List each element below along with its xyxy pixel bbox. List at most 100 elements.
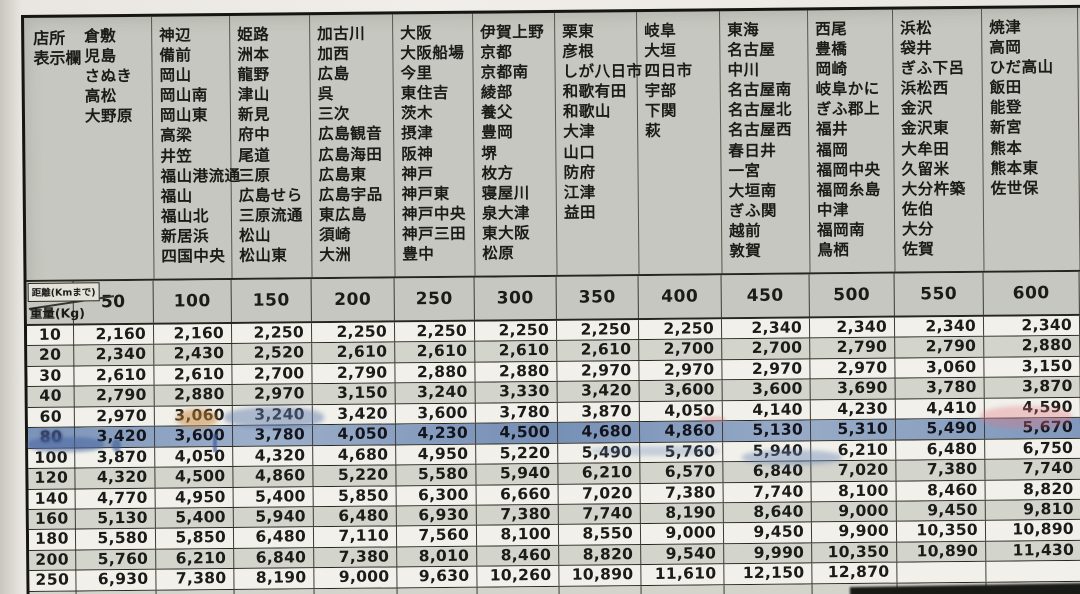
price-cell: 3,060 <box>154 405 233 426</box>
destination-name: 岡崎 <box>815 60 848 79</box>
price-cell: 6,210 <box>156 548 235 569</box>
destination-name: 江津 <box>563 183 596 202</box>
destination-name: 東大阪 <box>482 224 531 243</box>
price-cell: 4,320 <box>233 445 314 467</box>
price-cell: 7,380 <box>640 482 724 504</box>
destination-name: 浜松 <box>900 19 933 38</box>
price-cell: 9,900 <box>811 521 898 543</box>
header-cell: 岐阜 大垣 四日市 宇部 下関萩 <box>637 11 723 275</box>
destination-name: 枚方 <box>481 163 514 183</box>
empty-cell <box>76 590 157 594</box>
price-cell: 5,940 <box>476 463 559 485</box>
weight-cell: 40 <box>27 386 75 407</box>
price-cell: 6,210 <box>811 440 897 461</box>
destination-name: 洲本 <box>237 45 270 65</box>
weight-cell: 200 <box>29 550 77 571</box>
price-cell: 2,610 <box>154 364 233 386</box>
price-cell: 4,680 <box>313 445 397 466</box>
destination-name: 大阪 <box>400 24 433 43</box>
price-cell: 3,600 <box>639 380 723 401</box>
price-cell: 9,540 <box>641 544 725 565</box>
destination-name: 広島 <box>317 65 350 84</box>
destination-name: 栗東 <box>562 22 595 41</box>
destination-name: 四国中央 <box>161 247 226 266</box>
destination-name: 熊本東 <box>990 158 1039 178</box>
price-cell: 3,600 <box>722 379 811 401</box>
price-cell: 3,420 <box>312 404 396 425</box>
price-cell: 5,130 <box>722 420 812 441</box>
destination-name: 飯田 <box>989 78 1022 97</box>
destination-name: 焼津 <box>989 18 1022 37</box>
price-cell: 8,460 <box>477 545 560 566</box>
price-cell: 3,150 <box>312 383 396 404</box>
price-cell: 3,420 <box>74 426 156 448</box>
empty-cell <box>812 583 898 594</box>
distance-cell: 250 <box>394 277 475 321</box>
weight-cell: 250 <box>29 570 77 591</box>
destination-name: 浜松西 <box>900 79 949 98</box>
destination-name: 姫路 <box>237 25 270 44</box>
destination-name: 三原 <box>238 166 271 185</box>
price-cell: 3,600 <box>395 403 476 424</box>
price-cell: 2,970 <box>810 358 896 379</box>
destination-name: 神辺 <box>159 26 192 45</box>
header-cell: 栗東 彦根 しが八日市 和歌有田 和歌山 大津 山口 防府 江津 益田 <box>555 12 643 275</box>
price-cell: 4,230 <box>395 423 477 445</box>
price-cell: 4,950 <box>155 487 234 508</box>
distance-cell: 600 <box>983 271 1080 315</box>
destination-name: 豊岡 <box>481 123 514 143</box>
price-cell: 10,890 <box>897 541 987 562</box>
price-cell: 6,840 <box>234 548 315 569</box>
price-cell: 2,340 <box>74 345 155 366</box>
destination-name: 金沢 <box>900 99 934 118</box>
price-cell: 3,870 <box>75 447 156 468</box>
price-cell: 8,640 <box>723 502 812 523</box>
price-cell: 8,010 <box>397 546 478 567</box>
destination-name: 東広島 <box>318 205 368 224</box>
price-cell: 2,880 <box>395 362 476 383</box>
destination-name: 広島観音 <box>318 125 383 144</box>
destination-name: 京都 <box>480 43 513 62</box>
price-cell: 3,240 <box>395 382 476 404</box>
price-cell <box>897 562 987 583</box>
destination-name: 松山 <box>239 226 272 245</box>
price-cell: 9,450 <box>896 500 986 521</box>
price-cell: 10,350 <box>812 542 898 563</box>
price-cell: 5,220 <box>313 465 397 486</box>
price-cell: 9,450 <box>723 522 813 544</box>
price-cell: 2,790 <box>312 363 396 384</box>
price-cell: 8,550 <box>558 524 642 545</box>
rate-table-sheet: 店所 表示欄 倉敷 児島 さぬき 高松 大野原 神辺 備前 岡山 岡山南 岡山東 高梁 井笠 福山港流通 福山… <box>21 4 1080 594</box>
destination-name: 大津 <box>563 122 596 142</box>
destination-name: 能登 <box>989 98 1023 118</box>
price-cell: 2,610 <box>557 340 640 361</box>
price-cell: 10,350 <box>896 521 987 542</box>
destination-name: 越前 <box>729 221 762 241</box>
price-cell: 4,410 <box>895 398 985 419</box>
weight-cell: 80 <box>27 427 76 448</box>
destination-name: 新見 <box>237 105 271 125</box>
price-cell: 6,570 <box>640 462 724 483</box>
destination-name: 加西 <box>317 44 350 64</box>
header-cell-corner-and-50km: 店所 表示欄 倉敷 児島 さぬき 高松 大野原 <box>24 16 155 280</box>
corner-label-line: 店所 <box>33 28 66 48</box>
destination-name: 備前 <box>159 46 192 65</box>
destination-name: 萩 <box>645 122 662 141</box>
price-cell: 10,260 <box>477 566 560 587</box>
price-cell: 2,790 <box>810 338 896 359</box>
destination-name: 井笠 <box>160 146 193 166</box>
destination-name: 大洲 <box>319 245 352 265</box>
price-cell: 2,700 <box>639 339 723 360</box>
price-cell: 3,780 <box>232 425 314 446</box>
distance-cell: 550 <box>894 272 984 316</box>
price-cell: 8,460 <box>896 480 986 501</box>
price-cell: 2,970 <box>232 384 313 405</box>
price-cell: 6,840 <box>723 461 812 482</box>
price-cell: 3,870 <box>557 401 640 423</box>
empty-cell <box>314 588 398 594</box>
price-cell: 2,880 <box>984 336 1080 357</box>
empty-cell <box>724 584 813 594</box>
distance-weight-corner-cell: 距離(Kmまで) 重量(Kg) <box>26 281 114 324</box>
destination-name: 広島せら <box>238 186 303 205</box>
